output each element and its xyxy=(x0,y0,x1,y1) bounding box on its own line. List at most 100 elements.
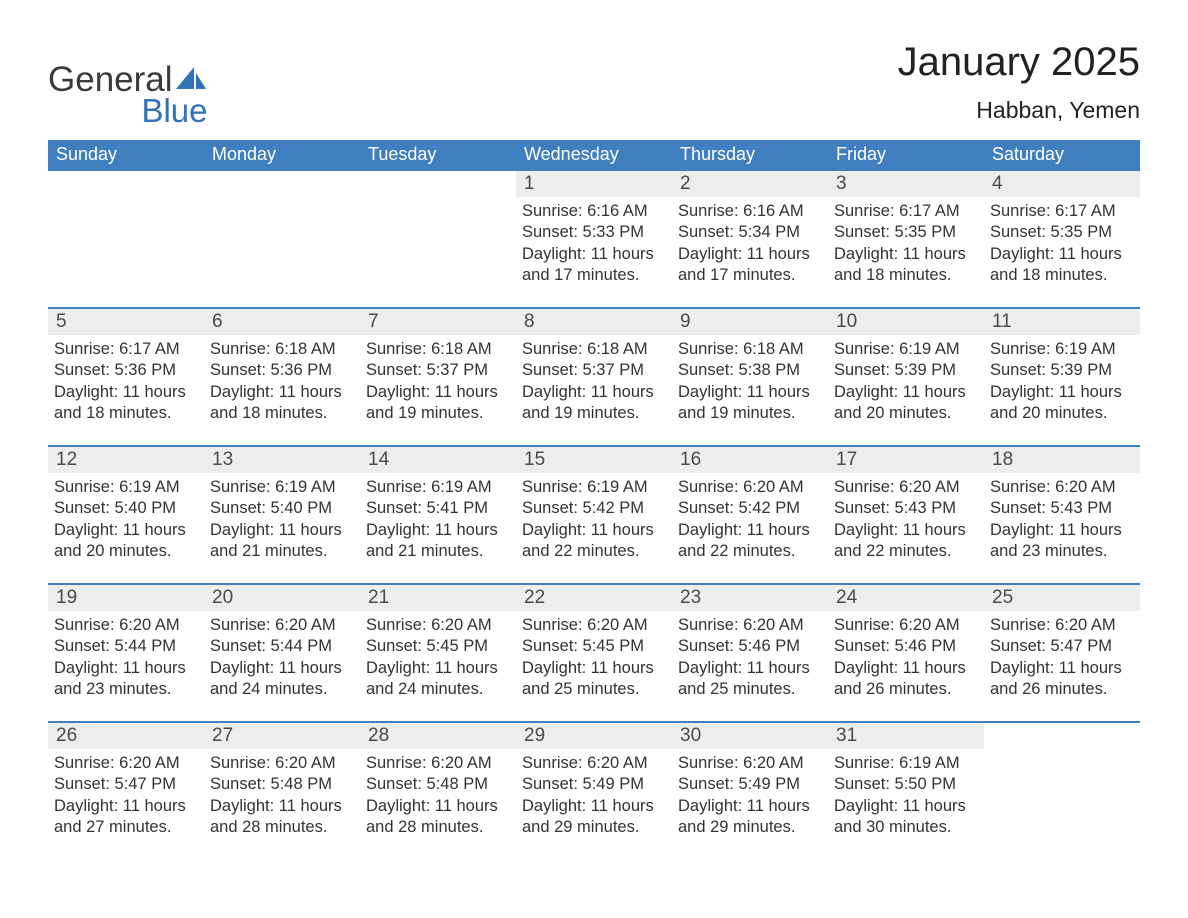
day-number: 28 xyxy=(360,723,516,749)
day-content: Sunrise: 6:19 AMSunset: 5:40 PMDaylight:… xyxy=(204,473,360,563)
day-content: Sunrise: 6:18 AMSunset: 5:38 PMDaylight:… xyxy=(672,335,828,425)
calendar-week-row: ...1Sunrise: 6:16 AMSunset: 5:33 PMDayli… xyxy=(48,170,1140,308)
sunrise-line: Sunrise: 6:18 AM xyxy=(522,339,666,360)
calendar-day-cell: 15Sunrise: 6:19 AMSunset: 5:42 PMDayligh… xyxy=(516,446,672,584)
daylight-line: Daylight: 11 hours and 22 minutes. xyxy=(678,520,822,563)
sunset-line: Sunset: 5:37 PM xyxy=(522,360,666,381)
sunset-line: Sunset: 5:36 PM xyxy=(210,360,354,381)
day-number: 20 xyxy=(204,585,360,611)
calendar-day-cell: 2Sunrise: 6:16 AMSunset: 5:34 PMDaylight… xyxy=(672,170,828,308)
calendar-day-cell: 28Sunrise: 6:20 AMSunset: 5:48 PMDayligh… xyxy=(360,722,516,860)
sunrise-line: Sunrise: 6:17 AM xyxy=(54,339,198,360)
calendar-day-cell: 29Sunrise: 6:20 AMSunset: 5:49 PMDayligh… xyxy=(516,722,672,860)
day-content: Sunrise: 6:20 AMSunset: 5:48 PMDaylight:… xyxy=(204,749,360,839)
sunset-line: Sunset: 5:38 PM xyxy=(678,360,822,381)
sunrise-line: Sunrise: 6:20 AM xyxy=(522,615,666,636)
sunrise-line: Sunrise: 6:20 AM xyxy=(834,615,978,636)
calendar-day-cell: 10Sunrise: 6:19 AMSunset: 5:39 PMDayligh… xyxy=(828,308,984,446)
sunrise-line: Sunrise: 6:20 AM xyxy=(210,753,354,774)
day-number: 6 xyxy=(204,309,360,335)
day-content: Sunrise: 6:16 AMSunset: 5:33 PMDaylight:… xyxy=(516,197,672,287)
daylight-line: Daylight: 11 hours and 18 minutes. xyxy=(834,244,978,287)
calendar-day-cell: 20Sunrise: 6:20 AMSunset: 5:44 PMDayligh… xyxy=(204,584,360,722)
calendar-day-cell: 17Sunrise: 6:20 AMSunset: 5:43 PMDayligh… xyxy=(828,446,984,584)
calendar-day-cell: 25Sunrise: 6:20 AMSunset: 5:47 PMDayligh… xyxy=(984,584,1140,722)
daylight-line: Daylight: 11 hours and 22 minutes. xyxy=(522,520,666,563)
sunrise-line: Sunrise: 6:20 AM xyxy=(522,753,666,774)
daylight-line: Daylight: 11 hours and 19 minutes. xyxy=(522,382,666,425)
calendar-week-row: 12Sunrise: 6:19 AMSunset: 5:40 PMDayligh… xyxy=(48,446,1140,584)
daylight-line: Daylight: 11 hours and 24 minutes. xyxy=(366,658,510,701)
sunrise-line: Sunrise: 6:17 AM xyxy=(990,201,1134,222)
brand-logo: General Blue xyxy=(48,60,208,130)
daylight-line: Daylight: 11 hours and 26 minutes. xyxy=(990,658,1134,701)
day-content: Sunrise: 6:20 AMSunset: 5:46 PMDaylight:… xyxy=(828,611,984,701)
calendar-day-cell: 24Sunrise: 6:20 AMSunset: 5:46 PMDayligh… xyxy=(828,584,984,722)
calendar-day-cell: 18Sunrise: 6:20 AMSunset: 5:43 PMDayligh… xyxy=(984,446,1140,584)
day-number: 25 xyxy=(984,585,1140,611)
calendar-day-cell: 21Sunrise: 6:20 AMSunset: 5:45 PMDayligh… xyxy=(360,584,516,722)
sunset-line: Sunset: 5:33 PM xyxy=(522,222,666,243)
weekday-header: Saturday xyxy=(984,140,1140,170)
sunset-line: Sunset: 5:42 PM xyxy=(522,498,666,519)
daylight-line: Daylight: 11 hours and 27 minutes. xyxy=(54,796,198,839)
sunset-line: Sunset: 5:46 PM xyxy=(834,636,978,657)
sunrise-line: Sunrise: 6:19 AM xyxy=(54,477,198,498)
header: General Blue January 2025 Habban, Yemen xyxy=(48,40,1140,130)
sunrise-line: Sunrise: 6:20 AM xyxy=(54,615,198,636)
day-content: Sunrise: 6:20 AMSunset: 5:47 PMDaylight:… xyxy=(48,749,204,839)
sunset-line: Sunset: 5:48 PM xyxy=(366,774,510,795)
sunset-line: Sunset: 5:40 PM xyxy=(54,498,198,519)
calendar-day-cell: 19Sunrise: 6:20 AMSunset: 5:44 PMDayligh… xyxy=(48,584,204,722)
sunrise-line: Sunrise: 6:20 AM xyxy=(834,477,978,498)
calendar-week-row: 5Sunrise: 6:17 AMSunset: 5:36 PMDaylight… xyxy=(48,308,1140,446)
sunset-line: Sunset: 5:45 PM xyxy=(522,636,666,657)
calendar-day-cell: 3Sunrise: 6:17 AMSunset: 5:35 PMDaylight… xyxy=(828,170,984,308)
sunset-line: Sunset: 5:39 PM xyxy=(834,360,978,381)
weekday-header: Sunday xyxy=(48,140,204,170)
day-number: 21 xyxy=(360,585,516,611)
sunrise-line: Sunrise: 6:20 AM xyxy=(678,615,822,636)
sunrise-line: Sunrise: 6:17 AM xyxy=(834,201,978,222)
daylight-line: Daylight: 11 hours and 30 minutes. xyxy=(834,796,978,839)
day-number: 7 xyxy=(360,309,516,335)
day-content: Sunrise: 6:19 AMSunset: 5:39 PMDaylight:… xyxy=(984,335,1140,425)
sunrise-line: Sunrise: 6:19 AM xyxy=(834,339,978,360)
day-number: 16 xyxy=(672,447,828,473)
sunrise-line: Sunrise: 6:19 AM xyxy=(366,477,510,498)
sunrise-line: Sunrise: 6:16 AM xyxy=(678,201,822,222)
day-content: Sunrise: 6:20 AMSunset: 5:43 PMDaylight:… xyxy=(828,473,984,563)
day-number: 14 xyxy=(360,447,516,473)
day-content: Sunrise: 6:20 AMSunset: 5:42 PMDaylight:… xyxy=(672,473,828,563)
daylight-line: Daylight: 11 hours and 18 minutes. xyxy=(54,382,198,425)
day-content: Sunrise: 6:19 AMSunset: 5:39 PMDaylight:… xyxy=(828,335,984,425)
calendar-week-row: 26Sunrise: 6:20 AMSunset: 5:47 PMDayligh… xyxy=(48,722,1140,860)
calendar-day-cell: 6 Sunrise: 6:18 AMSunset: 5:36 PMDaylight… xyxy=(204,308,360,446)
calendar-day-cell: 13Sunrise: 6:19 AMSunset: 5:40 PMDayligh… xyxy=(204,446,360,584)
day-content: Sunrise: 6:19 AMSunset: 5:41 PMDaylight:… xyxy=(360,473,516,563)
sunset-line: Sunset: 5:40 PM xyxy=(210,498,354,519)
sunrise-line: Sunrise: 6:20 AM xyxy=(990,615,1134,636)
daylight-line: Daylight: 11 hours and 18 minutes. xyxy=(210,382,354,425)
day-content: Sunrise: 6:20 AMSunset: 5:45 PMDaylight:… xyxy=(360,611,516,701)
calendar-day-cell: 11Sunrise: 6:19 AMSunset: 5:39 PMDayligh… xyxy=(984,308,1140,446)
day-number: 12 xyxy=(48,447,204,473)
weekday-header: Wednesday xyxy=(516,140,672,170)
sunrise-line: Sunrise: 6:19 AM xyxy=(834,753,978,774)
calendar-day-cell: . xyxy=(984,722,1140,860)
sunrise-line: Sunrise: 6:18 AM xyxy=(678,339,822,360)
day-number: 19 xyxy=(48,585,204,611)
day-number: 1 xyxy=(516,171,672,197)
calendar-day-cell: 14Sunrise: 6:19 AMSunset: 5:41 PMDayligh… xyxy=(360,446,516,584)
day-content: Sunrise: 6:18 AMSunset: 5:37 PMDaylight:… xyxy=(360,335,516,425)
sunrise-line: Sunrise: 6:20 AM xyxy=(678,477,822,498)
day-number: 11 xyxy=(984,309,1140,335)
day-number: 31 xyxy=(828,723,984,749)
daylight-line: Daylight: 11 hours and 20 minutes. xyxy=(54,520,198,563)
day-content: Sunrise: 6:19 AMSunset: 5:40 PMDaylight:… xyxy=(48,473,204,563)
sunset-line: Sunset: 5:42 PM xyxy=(678,498,822,519)
daylight-line: Daylight: 11 hours and 22 minutes. xyxy=(834,520,978,563)
sunrise-line: Sunrise: 6:18 AM xyxy=(210,339,354,360)
day-content: Sunrise: 6:17 AMSunset: 5:35 PMDaylight:… xyxy=(828,197,984,287)
day-number: 3 xyxy=(828,171,984,197)
